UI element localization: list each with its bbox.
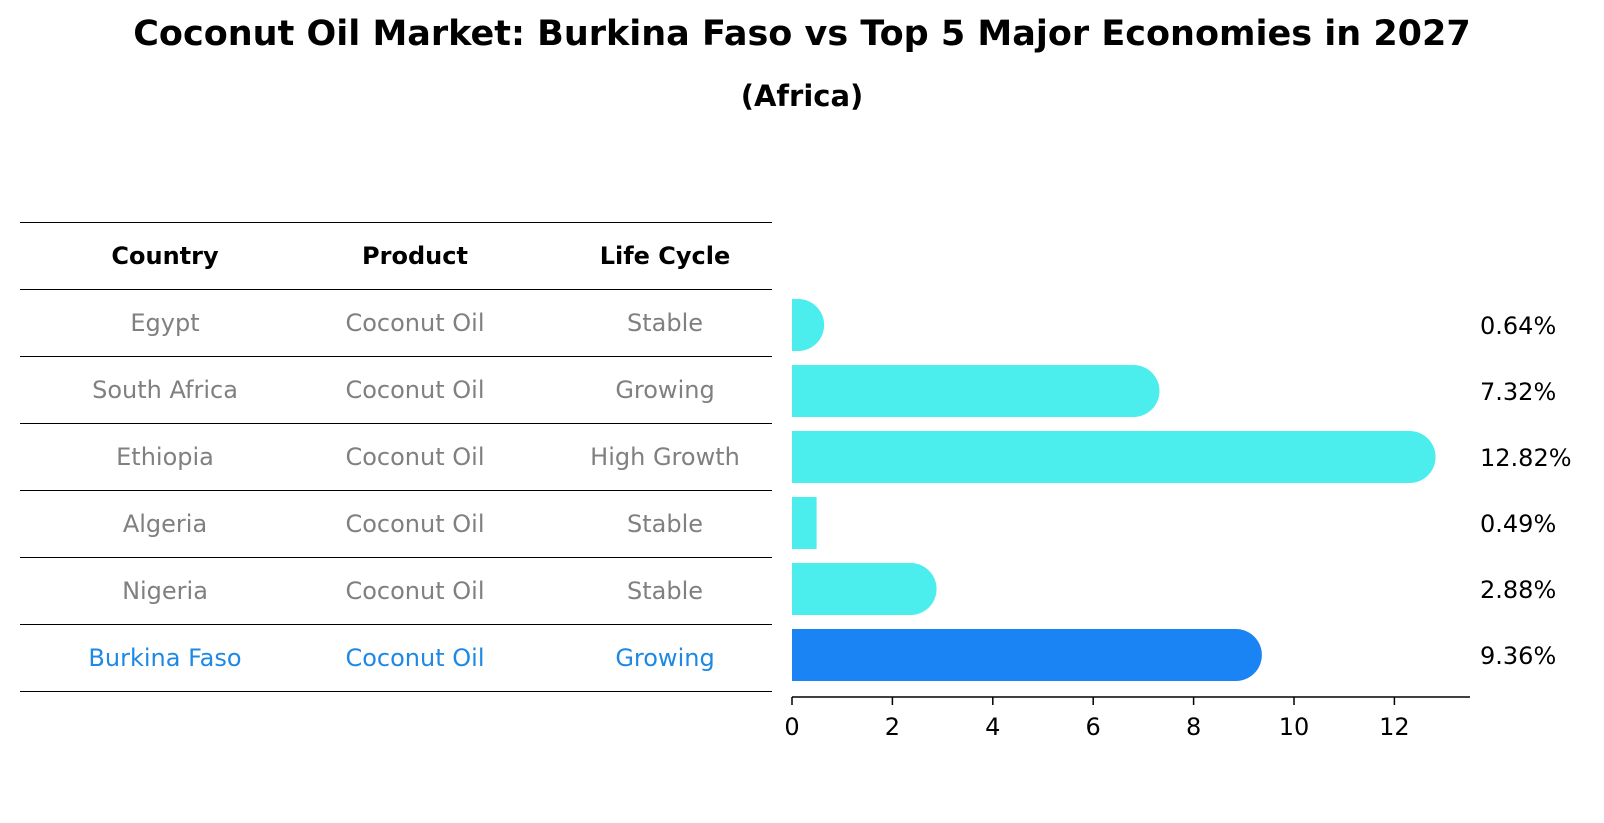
x-tick-label: 8 <box>1186 713 1201 741</box>
x-tick-label: 12 <box>1379 713 1410 741</box>
country-cell: South Africa <box>92 376 238 404</box>
table-header-row: Country Product Life Cycle <box>20 222 772 289</box>
country-cell: Burkina Faso <box>88 644 242 672</box>
value-label: 0.64% <box>1480 312 1556 340</box>
life-cycle-cell: Stable <box>626 577 704 605</box>
country-cell: Ethiopia <box>116 443 214 471</box>
life-cycle-cell: Stable <box>626 309 704 337</box>
value-label: 0.49% <box>1480 510 1556 538</box>
value-label: 7.32% <box>1480 378 1556 406</box>
product-cell: Coconut Oil <box>345 309 485 337</box>
country-table: Country Product Life Cycle Egypt Coconut… <box>20 222 772 692</box>
chart-title: Coconut Oil Market: Burkina Faso vs Top … <box>133 14 1471 54</box>
life-cycle-cell: Growing <box>615 376 715 404</box>
x-tick-label: 10 <box>1279 713 1310 741</box>
bar <box>792 365 1160 417</box>
header-country: Country <box>111 242 219 270</box>
value-label: 12.82% <box>1480 444 1572 472</box>
x-tick-label: 2 <box>885 713 900 741</box>
table-row: Ethiopia Coconut Oil High Growth <box>20 423 772 490</box>
bar <box>792 563 937 615</box>
country-cell: Egypt <box>130 309 200 337</box>
x-tick-label: 0 <box>784 713 799 741</box>
bar <box>792 299 825 351</box>
x-tick-label: 6 <box>1086 713 1101 741</box>
product-cell: Coconut Oil <box>345 510 485 538</box>
header-life-cycle: Life Cycle <box>599 242 731 270</box>
country-cell: Nigeria <box>122 577 208 605</box>
life-cycle-cell: Stable <box>626 510 704 538</box>
bar <box>792 497 817 549</box>
bar-highlight <box>792 629 1262 681</box>
table-row: Nigeria Coconut Oil Stable <box>20 557 772 624</box>
header-product: Product <box>362 242 468 270</box>
value-label: 2.88% <box>1480 576 1556 604</box>
product-cell: Coconut Oil <box>345 577 485 605</box>
life-cycle-cell: High Growth <box>590 443 740 471</box>
product-cell: Coconut Oil <box>345 644 485 672</box>
x-tick-label: 4 <box>985 713 1000 741</box>
value-label: 9.36% <box>1480 642 1556 670</box>
table-row-highlight: Burkina Faso Coconut Oil Growing <box>20 624 772 692</box>
country-cell: Algeria <box>122 510 208 538</box>
bar <box>792 431 1436 483</box>
product-cell: Coconut Oil <box>345 376 485 404</box>
table-row: Algeria Coconut Oil Stable <box>20 490 772 557</box>
life-cycle-cell: Growing <box>615 644 715 672</box>
table-row: Egypt Coconut Oil Stable <box>20 289 772 356</box>
table-row: South Africa Coconut Oil Growing <box>20 356 772 423</box>
chart-subtitle: (Africa) <box>740 79 864 113</box>
product-cell: Coconut Oil <box>345 443 485 471</box>
